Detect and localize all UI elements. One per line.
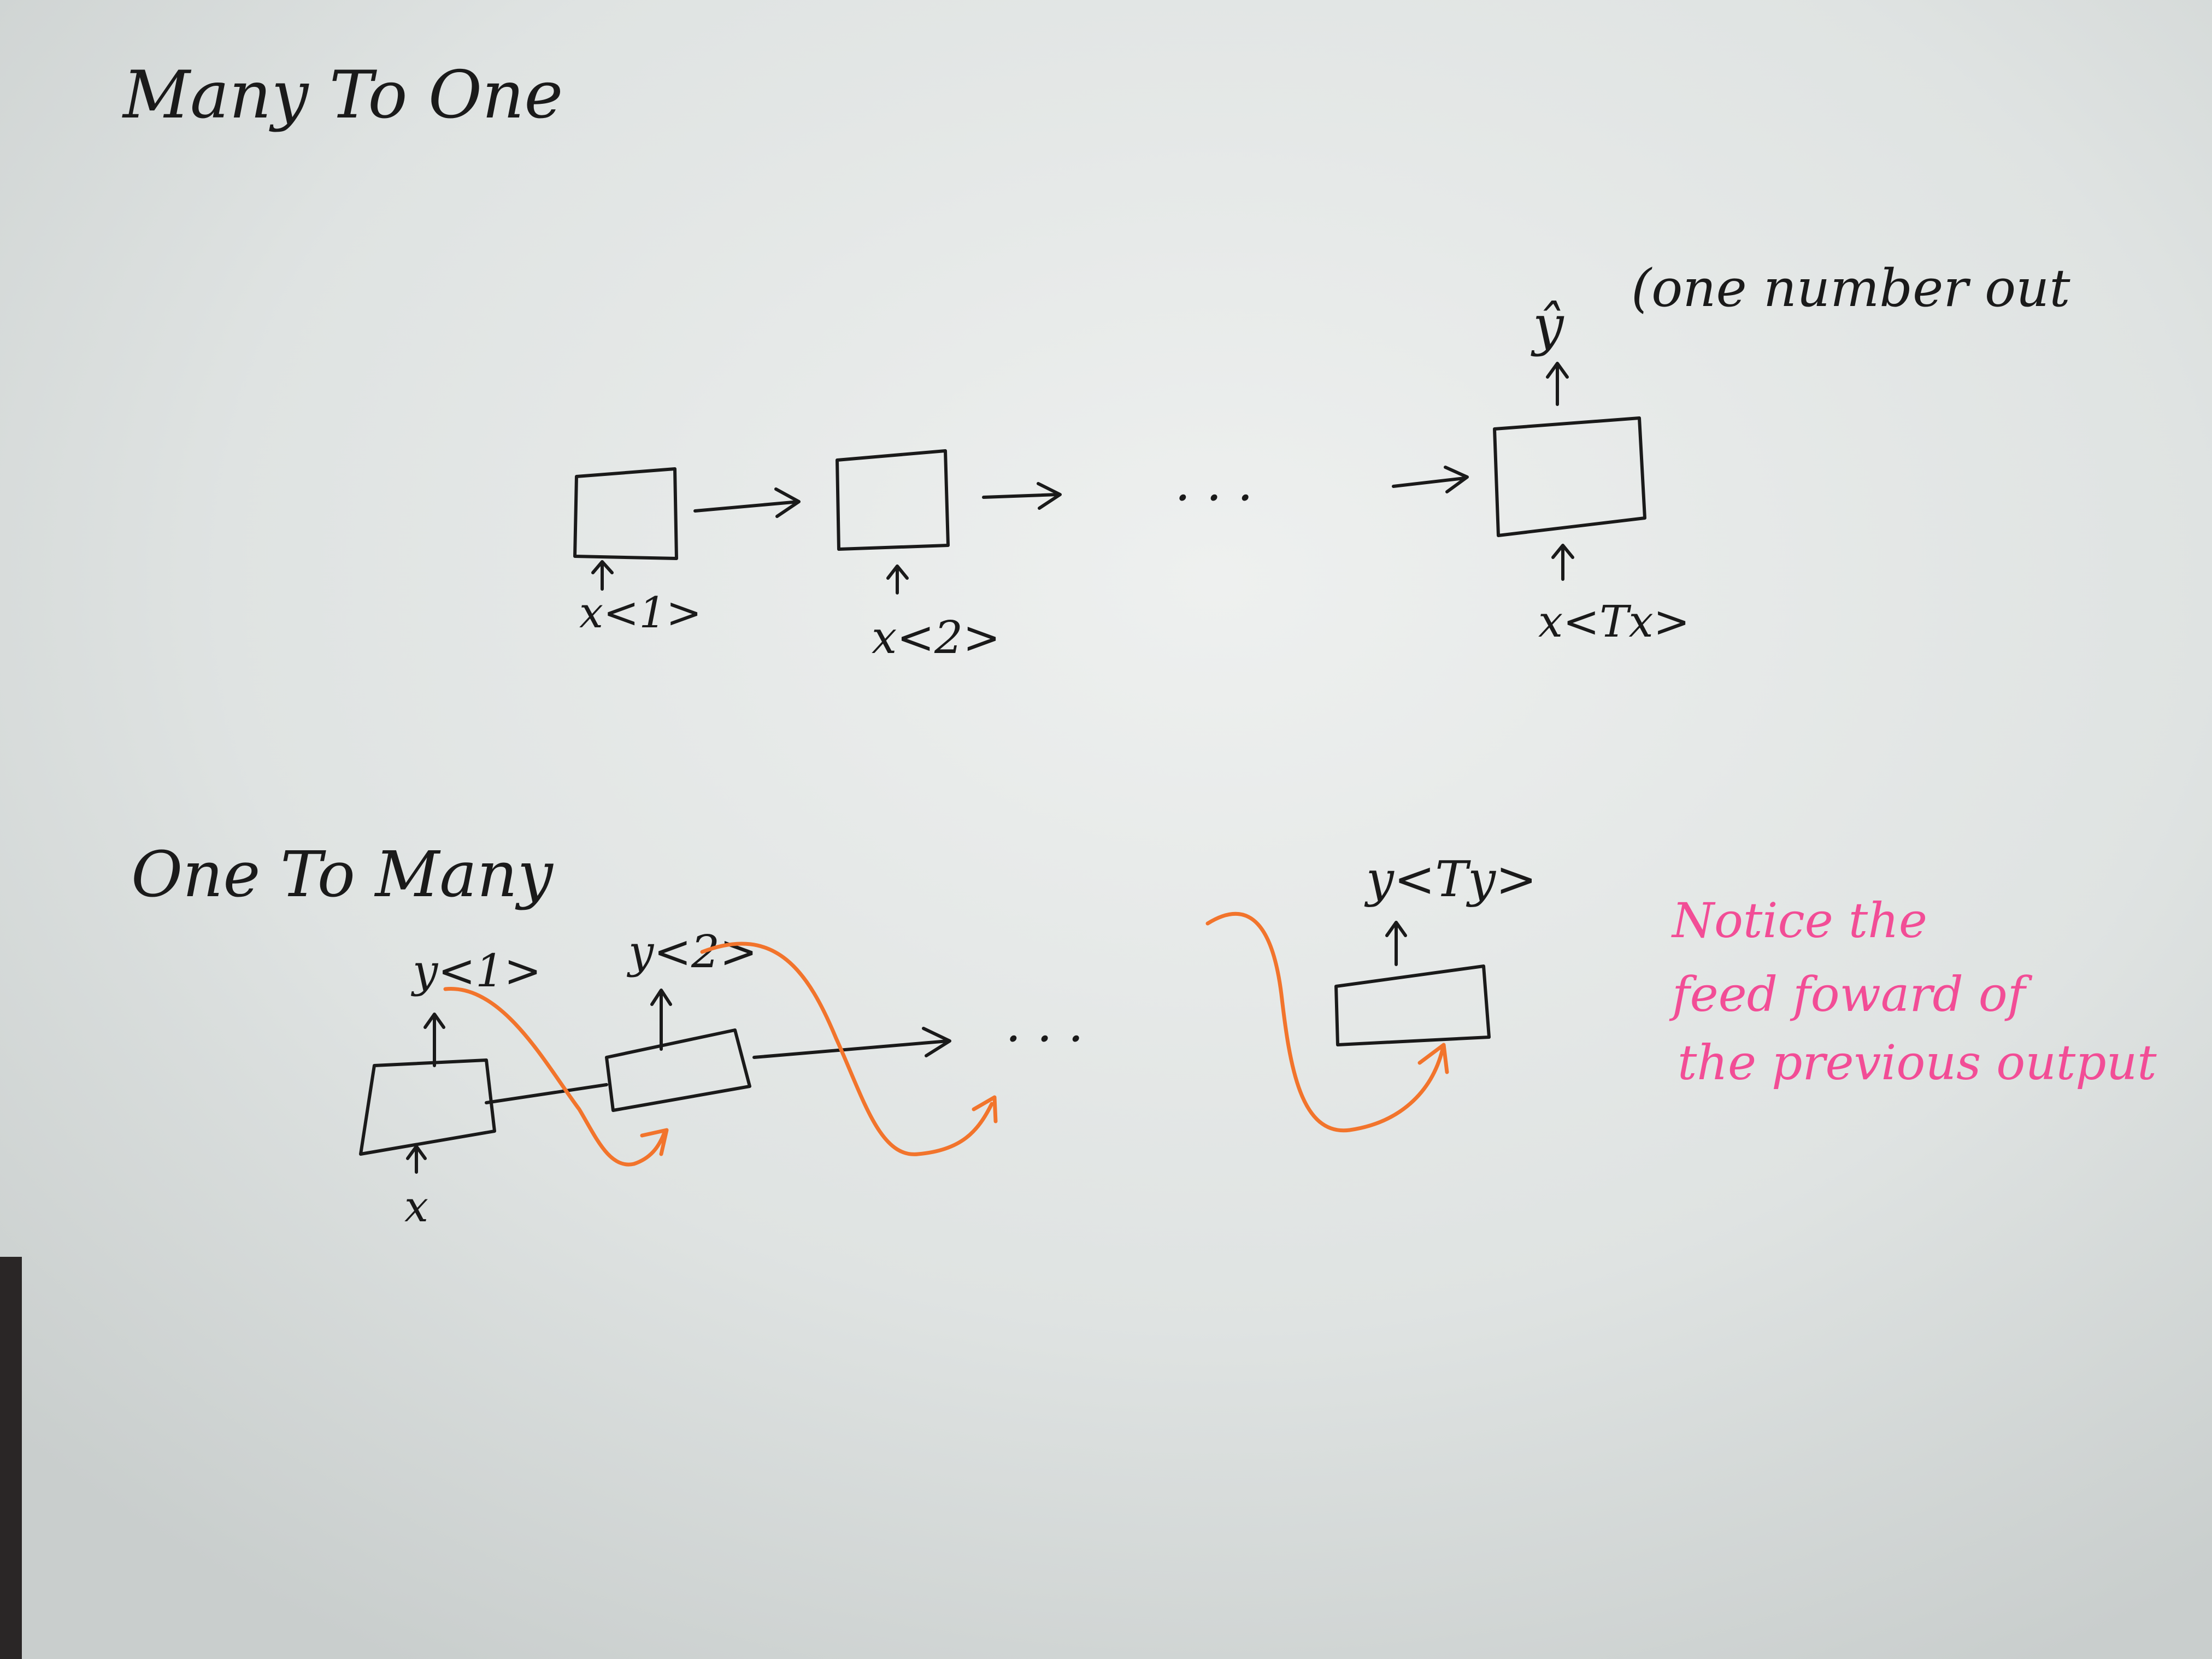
title-many-to-one: Many To One	[122, 57, 563, 133]
arrow-to-y2	[650, 989, 672, 1051]
label-y2: y<2>	[626, 926, 757, 978]
otm-cell-1	[359, 1058, 496, 1156]
rnn-cell-1	[573, 467, 678, 560]
note-line-1: Notice the	[1671, 892, 1927, 949]
arrow-x1-up	[591, 560, 614, 591]
note-line-3: the previous output	[1678, 1034, 2157, 1091]
note-one-number-out: (one number out	[1631, 258, 2070, 319]
arrow-x2-up	[886, 564, 909, 595]
label-xTx: x<Tx>	[1538, 596, 1690, 647]
feedforward-arrow-3[interactable]	[1205, 911, 1449, 1133]
title-one-to-many: One To Many	[131, 838, 554, 911]
arrow-cell2-forward-otm	[752, 1027, 951, 1059]
label-x: x	[404, 1183, 428, 1232]
arrow-to-yTy	[1385, 921, 1407, 966]
feedforward-arrow-1[interactable]	[443, 987, 669, 1167]
arrow-to-y1	[423, 1013, 445, 1067]
otm-cell-2	[605, 1028, 751, 1112]
note-line-2: feed foward of	[1669, 966, 2033, 1022]
arrow-cell1-to-cell2	[693, 487, 801, 518]
rnn-cell-2	[836, 449, 950, 551]
line-cell1-to-cell2	[485, 1083, 608, 1104]
label-yhat: ŷ	[1531, 293, 1564, 357]
label-x2: x<2>	[872, 612, 1001, 664]
label-x1: x<1>	[579, 589, 702, 638]
ellipsis-one-to-many: . . .	[1005, 996, 1084, 1053]
arrow-xTx-up	[1551, 544, 1574, 581]
arrow-cell2-forward	[982, 482, 1062, 510]
rnn-cell-last	[1493, 416, 1646, 537]
ellipsis-many-to-one: . . .	[1175, 455, 1253, 512]
arrow-to-yhat	[1546, 362, 1569, 406]
feedforward-arrow-2[interactable]	[700, 942, 998, 1156]
label-y1: y<1>	[410, 945, 542, 997]
board-frame-edge	[0, 1257, 22, 1659]
arrow-x-up	[406, 1145, 427, 1174]
label-yTy: y<Ty>	[1364, 851, 1537, 908]
arrow-into-last-cell	[1392, 466, 1469, 493]
otm-cell-last	[1334, 964, 1491, 1046]
